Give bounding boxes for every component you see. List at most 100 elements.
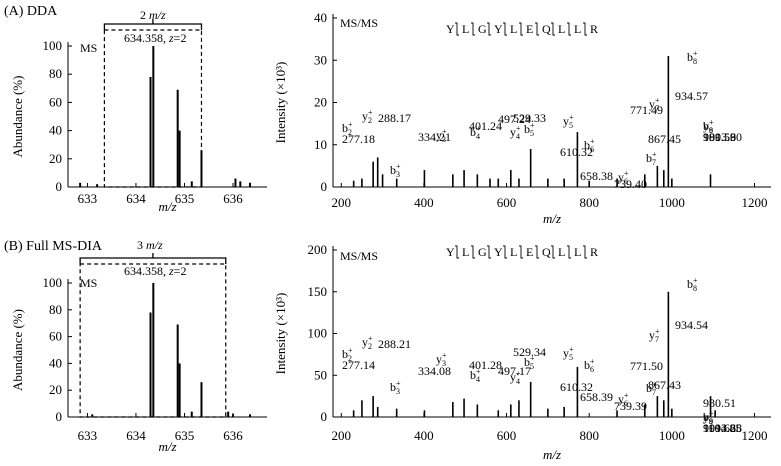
ion-name: b2+ bbox=[342, 346, 353, 363]
sequence-residue: Y bbox=[446, 245, 455, 259]
ion-name: y6+ bbox=[618, 391, 629, 408]
ion-name: b5+ bbox=[524, 121, 535, 138]
ion-name: b9+ bbox=[703, 409, 714, 426]
y-tick-label: 20 bbox=[314, 95, 327, 110]
ion-mz: 658.38 bbox=[580, 169, 613, 183]
x-tick-label: 634 bbox=[126, 191, 146, 206]
fragment-label-y5: y5+ 658.38 bbox=[563, 113, 613, 183]
ion-name: b7+ bbox=[646, 380, 657, 397]
x-tick-label: 600 bbox=[497, 428, 517, 443]
isolation-window-box bbox=[79, 263, 227, 418]
sequence-residue: Y bbox=[494, 22, 503, 36]
y-axis-label: Abundance (%) bbox=[10, 76, 25, 158]
sequence-residue: G bbox=[478, 245, 487, 259]
fragment-label-b7: b7+ 867.45 bbox=[646, 132, 681, 167]
fragment-label-y3: y3+ 401.24 bbox=[436, 119, 502, 144]
inner-label: MS/MS bbox=[340, 16, 378, 30]
cleavage-mark bbox=[551, 22, 555, 36]
y-axis-label: Abundance (%) bbox=[10, 309, 25, 391]
x-tick-label: 635 bbox=[175, 428, 195, 443]
fragment-label-b5: b5+ 610.32 bbox=[524, 121, 593, 159]
ion-mz: 288.21 bbox=[378, 337, 411, 351]
cleavage-mark bbox=[567, 245, 571, 259]
fragment-label-b4: b4+ 497.17 bbox=[470, 364, 531, 384]
x-tick-label: 634 bbox=[126, 428, 146, 443]
ion-name: y3+ bbox=[436, 127, 447, 144]
x-tick-label: 1200 bbox=[741, 195, 767, 210]
ion-mz: 867.45 bbox=[648, 132, 681, 146]
isolation-window-bracket bbox=[79, 253, 227, 264]
y-tick-label: 0 bbox=[321, 179, 328, 194]
x-axis-label: m/z bbox=[543, 211, 561, 226]
x-tick-label: 400 bbox=[414, 428, 434, 443]
ion-mz: 980.51 bbox=[703, 396, 736, 410]
ion-mz: 497.24 bbox=[498, 112, 531, 126]
y-tick-label: 20 bbox=[49, 151, 62, 166]
panel-label: (B) Full MS-DIA bbox=[4, 239, 103, 254]
ion-mz: 529.33 bbox=[513, 111, 546, 125]
x-tick-label: 600 bbox=[497, 195, 517, 210]
x-tick-label: 400 bbox=[414, 195, 434, 210]
sequence-residue: R bbox=[590, 245, 598, 259]
sequence-residue: L bbox=[558, 245, 565, 259]
ion-mz: 334.08 bbox=[418, 364, 451, 378]
ion-mz: 1093.60 bbox=[703, 130, 742, 144]
x-tick-label: 633 bbox=[78, 428, 98, 443]
x-tick-label: 1200 bbox=[741, 428, 767, 443]
fragment-label-y3: y3+ 401.28 bbox=[436, 351, 502, 372]
cleavage-mark bbox=[503, 245, 507, 259]
fragment-label-y8: y8+991.59 bbox=[703, 118, 736, 144]
sequence-residue: Y bbox=[494, 245, 503, 259]
y-tick-label: 10 bbox=[314, 137, 327, 152]
ion-name: y7+ bbox=[649, 96, 660, 113]
sequence-residue: E bbox=[526, 245, 533, 259]
x-tick-label: 635 bbox=[175, 191, 195, 206]
y-tick-label: 100 bbox=[43, 275, 63, 290]
panel-b-msms: 0 50 100 150 200 200 400 600 800 1000 1200 m/z Inten… bbox=[273, 242, 771, 462]
ion-name: y4+ bbox=[510, 124, 521, 141]
ion-mz: 610.32 bbox=[560, 380, 593, 394]
fragment-label-y2: y2+ 288.17 bbox=[362, 108, 411, 125]
sequence-residue: L bbox=[462, 245, 469, 259]
y-tick-label: 50 bbox=[314, 367, 327, 382]
fragment-label-b9: b9+1093.68 bbox=[703, 409, 742, 435]
x-tick-label: 633 bbox=[78, 191, 98, 206]
ion-mz: 334.21 bbox=[418, 130, 451, 144]
fragment-label-b8: b8+ 980.53 bbox=[687, 49, 736, 144]
fragment-label-b6: b6+ 739.39 bbox=[584, 357, 647, 413]
x-axis-label: m/z bbox=[158, 439, 176, 454]
ion-name: b4+ bbox=[470, 124, 481, 141]
x-axis-label: m/z bbox=[543, 447, 561, 462]
y-tick-label: 100 bbox=[43, 38, 63, 53]
cleavage-mark bbox=[487, 245, 491, 259]
ion-mz: 934.57 bbox=[675, 89, 708, 103]
sequence-residue: L bbox=[574, 22, 581, 36]
sequence-residue: L bbox=[510, 245, 517, 259]
fragment-label-y5: y5+ 658.39 bbox=[563, 345, 613, 404]
cleavage-mark bbox=[519, 245, 523, 259]
y-tick-label: 0 bbox=[56, 409, 63, 424]
sequence-residue: Q bbox=[542, 245, 551, 259]
x-tick-label: 1000 bbox=[659, 195, 685, 210]
ion-name: y9+ bbox=[703, 409, 714, 426]
cleavage-mark bbox=[471, 22, 475, 36]
y-tick-label: 30 bbox=[314, 52, 327, 67]
y-tick-label: 40 bbox=[314, 10, 327, 25]
ion-mz: 288.17 bbox=[378, 111, 411, 125]
panel-label: (A) DDA bbox=[4, 4, 58, 19]
precursor-annotation: 634.358, z=2 bbox=[124, 31, 186, 45]
y-tick-label: 20 bbox=[49, 382, 62, 397]
isolation-window-bracket bbox=[103, 19, 203, 30]
sequence-residue: L bbox=[462, 22, 469, 36]
y-axis-label: Intensity (×10³) bbox=[273, 62, 288, 144]
ion-mz: 610.32 bbox=[560, 145, 593, 159]
ion-mz: 277.14 bbox=[342, 358, 375, 372]
y-tick-label: 60 bbox=[49, 94, 62, 109]
ion-mz: 991.62 bbox=[703, 421, 736, 435]
ion-mz: 867.43 bbox=[648, 378, 681, 392]
y-axis-label: Intensity (×10³) bbox=[273, 293, 288, 375]
y-tick-label: 80 bbox=[49, 302, 62, 317]
fragment-label-b3: b3+ 334.21 bbox=[390, 130, 451, 179]
x-tick-label: 800 bbox=[579, 195, 599, 210]
